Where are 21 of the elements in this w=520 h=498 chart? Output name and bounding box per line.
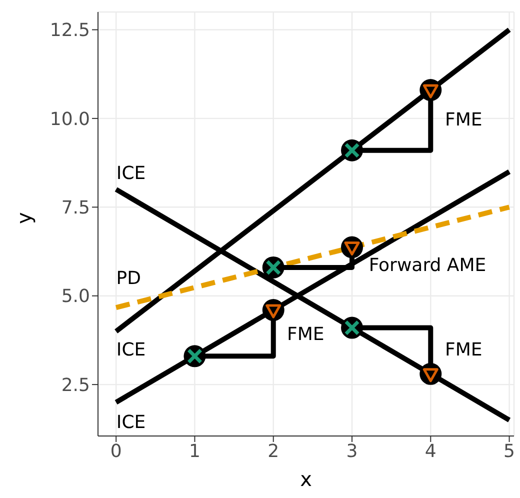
annotation: Forward AME [368, 255, 486, 276]
x-tick-label: 0 [110, 440, 122, 462]
x-axis-title: x [300, 467, 312, 491]
y-axis-title: y [12, 212, 36, 224]
y-tick-label: 12.5 [50, 20, 90, 42]
annotation: ICE [116, 412, 146, 434]
x-tick-label: 3 [346, 440, 358, 462]
annotation: FME [445, 110, 482, 131]
annotation: FME [445, 339, 482, 360]
y-tick-label: 10.0 [50, 108, 90, 130]
x-tick-label: 4 [424, 440, 436, 462]
y-tick-label: 7.5 [61, 198, 90, 219]
annotation: PD [116, 268, 142, 289]
y-tick-label: 5.0 [61, 286, 90, 308]
annotation: ICE [116, 339, 146, 360]
x-tick-label: 5 [504, 440, 516, 462]
x-tick-label: 2 [268, 440, 280, 462]
x-tick-label: 1 [189, 440, 200, 462]
y-tick-label: 2.5 [61, 374, 90, 396]
annotation: FME [286, 324, 324, 345]
annotation: ICE [116, 162, 146, 184]
